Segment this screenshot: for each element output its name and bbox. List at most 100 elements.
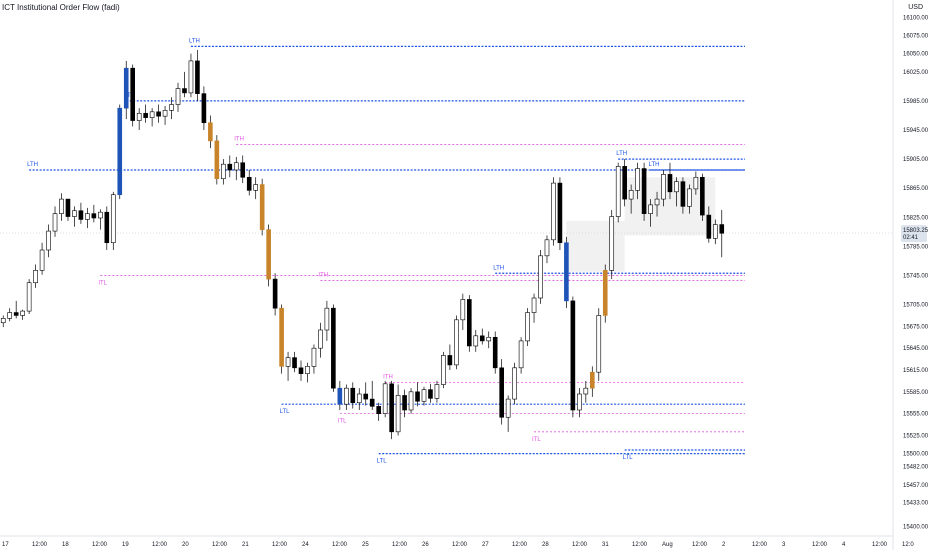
candle-body <box>674 181 679 193</box>
candle-body <box>201 93 207 124</box>
candle-body <box>525 312 530 342</box>
candle-body <box>298 367 304 374</box>
candle-body <box>266 229 271 280</box>
candle-body <box>712 224 718 239</box>
candle-body <box>589 371 595 389</box>
time-tick-label: 26 <box>422 542 429 548</box>
level-label-ith: ITH <box>383 374 393 380</box>
time-tick-label: 12:00 <box>752 542 768 548</box>
level-label-ith: ITH <box>318 273 328 279</box>
candle-body <box>65 198 71 217</box>
candle-body <box>479 335 485 342</box>
level-label-itl: ITL <box>532 437 541 443</box>
candle-body <box>91 213 97 219</box>
candle-body <box>654 198 660 206</box>
time-tick-label: 12:00 <box>272 542 288 548</box>
time-tick-label: 19 <box>122 542 129 548</box>
candle-body <box>26 282 32 312</box>
time-tick-label: 25 <box>362 542 369 548</box>
candle-body <box>117 107 123 196</box>
sibi-gap-layer <box>566 177 716 272</box>
candle-body <box>583 387 589 395</box>
time-tick-label: 17 <box>2 542 9 548</box>
candle-body <box>46 230 51 251</box>
candle-body <box>467 299 472 347</box>
candle-body <box>318 329 323 349</box>
candle-body <box>72 210 77 217</box>
candle-body <box>551 182 556 241</box>
candle-body <box>363 393 369 400</box>
time-tick-label: 12:00 <box>392 542 408 548</box>
candle-body <box>356 393 362 404</box>
candle-body <box>195 60 200 94</box>
price-tick-label: 15457.00 <box>903 483 929 489</box>
candle-body <box>415 391 420 402</box>
candle-body <box>292 357 297 369</box>
candle-body <box>628 190 634 200</box>
candle-body <box>609 216 615 271</box>
price-tick-label: 16050.00 <box>903 52 929 58</box>
candle-body <box>661 174 666 200</box>
candle-body <box>0 318 6 324</box>
price-tick-label: 15865.00 <box>903 186 929 192</box>
time-tick-label: 12:00 <box>332 542 348 548</box>
time-tick-label: 20 <box>182 542 189 548</box>
candle-body <box>635 168 640 191</box>
level-label-lth: LTH <box>27 162 38 168</box>
candle-body <box>382 383 388 414</box>
candle-body <box>98 211 103 219</box>
candle-body <box>20 310 25 316</box>
time-tick-label: Aug <box>662 542 673 548</box>
last-price-value: 15803.25 <box>903 228 929 234</box>
candle-body <box>279 307 284 367</box>
price-axis: 16100.00 16075.00 16050.00 16025.00 15985.00… <box>892 0 929 550</box>
time-tick-label: 27 <box>482 542 489 548</box>
level-lines-layer: LTH LTH LTH LTH LTH LTH LTL LTL LTL ITH ITH ITH ITL I… <box>0 38 893 465</box>
candle-body <box>208 122 213 142</box>
indicator-title: ICT Institutional Order Flow (fadi) <box>2 3 120 12</box>
level-label-ltl: LTL <box>377 459 388 465</box>
candle-body <box>350 387 356 404</box>
level-label-lth: LTH <box>493 265 504 271</box>
price-tick-label: 15675.00 <box>903 324 929 330</box>
candle-body <box>680 181 686 207</box>
time-tick-label: 12:00 <box>452 542 468 548</box>
candle-body <box>259 184 265 230</box>
candle-body <box>78 210 84 220</box>
candle-body <box>162 110 168 117</box>
candle-body <box>544 239 550 257</box>
time-tick-label: 3 <box>782 542 786 548</box>
candle-body <box>337 387 343 405</box>
price-tick-label: 15705.00 <box>903 303 929 309</box>
price-tick-label: 15400.00 <box>903 524 929 530</box>
candle-body <box>104 211 110 244</box>
level-label-itl: ITL <box>98 280 107 286</box>
price-tick-label: 16075.00 <box>903 33 929 39</box>
candle-body <box>492 336 498 369</box>
candle-body <box>272 278 278 309</box>
level-label-ltl: LTL <box>623 455 634 461</box>
time-tick-label: 12:00 <box>92 542 108 548</box>
time-tick-label: 21 <box>242 542 249 548</box>
price-tick-label: 15785.00 <box>903 244 929 250</box>
candle-body <box>602 270 608 316</box>
candles-layer <box>0 50 725 440</box>
candle-body <box>33 270 38 284</box>
candle-body <box>557 182 563 244</box>
price-tick-label: 15433.00 <box>903 500 929 506</box>
price-tick-label: 15945.00 <box>903 128 929 134</box>
level-label-itl: ITL <box>338 419 347 425</box>
candle-body <box>460 299 466 321</box>
price-tick-label: 15645.00 <box>903 346 929 352</box>
candle-body <box>246 176 252 191</box>
candle-body <box>136 112 142 121</box>
candle-body <box>214 140 220 180</box>
candle-body <box>85 213 90 220</box>
level-label-lth: LTH <box>124 93 135 99</box>
time-tick-label: 12:00 <box>692 542 708 548</box>
candle-body <box>110 194 116 244</box>
candle-body <box>486 336 492 342</box>
candle-body <box>344 387 349 405</box>
last-price-box <box>901 225 927 243</box>
